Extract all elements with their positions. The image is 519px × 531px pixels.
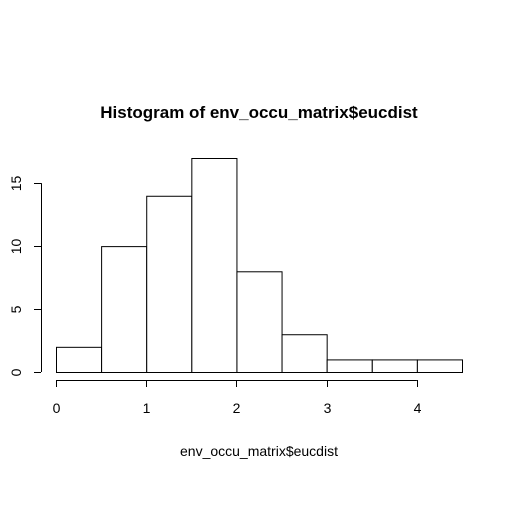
x-tick-label: 1 xyxy=(143,400,151,416)
histogram-bar-3 xyxy=(191,158,238,373)
chart-title: Histogram of env_occu_matrix$eucdist xyxy=(100,103,418,122)
y-tick-label: 0 xyxy=(8,368,24,376)
histogram-bar-4 xyxy=(236,271,283,374)
y-tick-label: 10 xyxy=(8,239,24,255)
y-tick-label: 15 xyxy=(8,176,24,192)
x-tick-label: 4 xyxy=(414,400,422,416)
x-axis-label: env_occu_matrix$eucdist xyxy=(180,443,338,459)
histogram-bar-5 xyxy=(281,334,328,373)
histogram-bar-0 xyxy=(56,346,103,373)
histogram-bar-6 xyxy=(326,359,373,374)
y-tick-label: 5 xyxy=(8,305,24,313)
histogram-bar-7 xyxy=(371,359,418,374)
histogram-bars xyxy=(56,158,463,374)
x-axis: 0 1 2 3 4 xyxy=(53,380,422,416)
x-tick-label: 3 xyxy=(324,400,332,416)
y-axis: 0 5 10 15 xyxy=(8,176,42,376)
histogram-bar-1 xyxy=(101,246,148,373)
x-tick-label: 2 xyxy=(233,400,241,416)
histogram-bar-2 xyxy=(146,195,193,373)
x-tick-label: 0 xyxy=(53,400,61,416)
histogram-bar-8 xyxy=(416,359,463,374)
